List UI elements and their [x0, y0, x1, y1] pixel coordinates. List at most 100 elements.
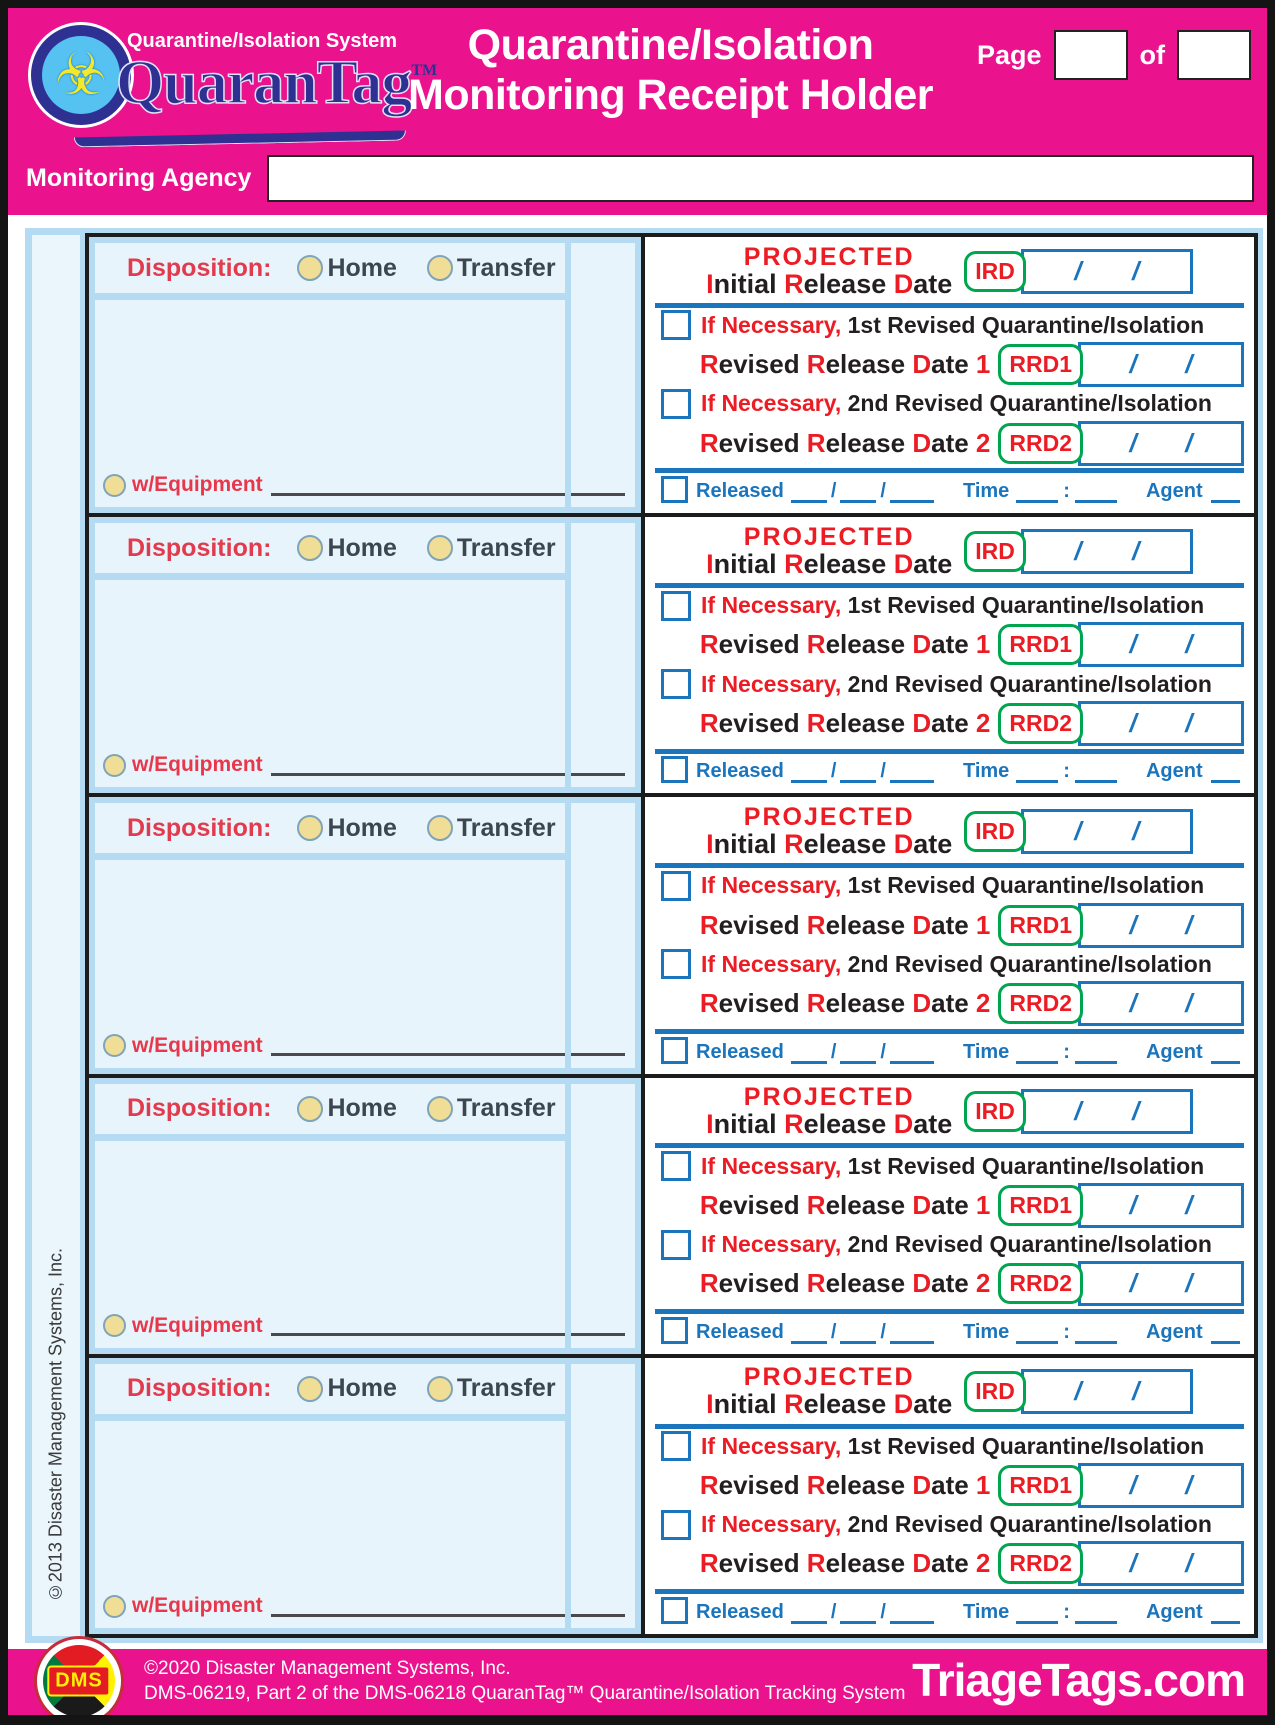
rrd1-date-field[interactable]: / / — [1078, 902, 1244, 948]
revision-2-checkbox[interactable] — [661, 1509, 691, 1540]
released-year-line[interactable] — [889, 1041, 934, 1064]
home-radio[interactable] — [297, 1375, 324, 1402]
revision-1-checkbox[interactable] — [661, 1151, 691, 1182]
ird-date-field[interactable]: / / — [1020, 528, 1193, 574]
ird-date-field[interactable]: / / — [1020, 1089, 1193, 1135]
released-month-line[interactable] — [790, 760, 827, 784]
time-hour-line[interactable] — [1016, 1041, 1059, 1064]
revision-1-checkbox[interactable] — [661, 310, 691, 341]
monitoring-agency-field[interactable] — [267, 155, 1254, 202]
ird-date-field[interactable]: / / — [1020, 248, 1193, 294]
revised-release-date-1-label: Revised Release Date 1 — [699, 349, 991, 380]
released-year-line[interactable] — [889, 480, 934, 504]
revised-date-1-row: Revised Release Date 1 RRD1 / / — [653, 1182, 1246, 1228]
rrd2-date-field[interactable]: / / — [1078, 981, 1244, 1027]
released-year-line[interactable] — [889, 1321, 934, 1344]
website-link[interactable]: TriageTags.com — [912, 1654, 1246, 1706]
time-minute-line[interactable] — [1074, 1321, 1117, 1344]
receipt-section: Disposition: Home Transfer w/Equipment — [89, 1353, 1254, 1635]
released-day-line[interactable] — [840, 1041, 877, 1064]
agent-write-line[interactable] — [1210, 480, 1240, 504]
released-checkbox[interactable] — [661, 1596, 688, 1624]
revision-1-checkbox[interactable] — [661, 590, 691, 621]
transfer-radio[interactable] — [426, 1375, 453, 1402]
w-equipment-radio[interactable] — [103, 1594, 126, 1618]
agent-write-line[interactable] — [1210, 1601, 1240, 1624]
equipment-write-line[interactable] — [270, 1596, 625, 1617]
notes-area[interactable] — [95, 580, 635, 753]
page-total-field[interactable] — [1177, 30, 1251, 80]
home-radio[interactable] — [297, 815, 324, 842]
notes-area[interactable] — [95, 1421, 635, 1594]
agent-write-line[interactable] — [1210, 760, 1240, 784]
released-month-line[interactable] — [790, 1601, 827, 1624]
released-month-line[interactable] — [790, 480, 827, 504]
rrd1-date-field[interactable]: / / — [1078, 342, 1244, 388]
equipment-write-line[interactable] — [270, 475, 625, 496]
home-radio[interactable] — [297, 255, 324, 281]
time-minute-line[interactable] — [1074, 1041, 1117, 1064]
transfer-radio[interactable] — [426, 535, 453, 562]
notes-area[interactable] — [95, 860, 635, 1033]
released-row: Released / / Time : Agent — [653, 476, 1246, 507]
released-month-line[interactable] — [790, 1041, 827, 1064]
released-day-line[interactable] — [840, 480, 877, 504]
released-day-line[interactable] — [840, 760, 877, 784]
time-minute-line[interactable] — [1074, 760, 1117, 784]
rrd2-date-field[interactable]: / / — [1078, 1541, 1244, 1587]
time-hour-line[interactable] — [1016, 1321, 1059, 1344]
time-minute-line[interactable] — [1074, 480, 1117, 504]
revision-2-checkbox[interactable] — [661, 388, 691, 419]
rrd2-date-field[interactable]: / / — [1078, 1261, 1244, 1307]
equipment-write-line[interactable] — [270, 755, 625, 776]
ird-date-field[interactable]: / / — [1020, 808, 1193, 854]
transfer-radio[interactable] — [426, 815, 453, 842]
time-hour-line[interactable] — [1016, 760, 1059, 784]
released-month-line[interactable] — [790, 1321, 827, 1344]
w-equipment-radio[interactable] — [103, 1034, 126, 1058]
ird-date-field[interactable]: / / — [1020, 1369, 1193, 1415]
revision-2-checkbox[interactable] — [661, 949, 691, 980]
rrd1-date-field[interactable]: / / — [1078, 622, 1244, 668]
revision-2-checkbox[interactable] — [661, 669, 691, 700]
released-year-line[interactable] — [889, 1601, 934, 1624]
date-slash: / — [830, 480, 837, 503]
w-equipment-radio[interactable] — [103, 1314, 126, 1338]
transfer-radio[interactable] — [426, 255, 453, 281]
released-year-line[interactable] — [889, 760, 934, 784]
released-day-line[interactable] — [840, 1601, 877, 1624]
time-hour-line[interactable] — [1016, 480, 1059, 504]
date-slash: / — [1185, 1548, 1193, 1579]
revision-1-checkbox[interactable] — [661, 1431, 691, 1462]
w-equipment-radio[interactable] — [103, 473, 126, 497]
notes-area[interactable] — [95, 1141, 635, 1314]
rrd2-date-field[interactable]: / / — [1078, 700, 1244, 746]
equipment-write-line[interactable] — [270, 1315, 625, 1337]
released-day-line[interactable] — [840, 1321, 877, 1344]
disposition-panel-inner: Disposition: Home Transfer w/Equipment — [95, 1363, 635, 1629]
revision-1-checkbox[interactable] — [661, 870, 691, 901]
released-checkbox[interactable] — [661, 476, 688, 504]
notes-area[interactable] — [95, 300, 635, 473]
released-checkbox[interactable] — [661, 1316, 688, 1344]
equipment-write-line[interactable] — [270, 1035, 625, 1057]
home-radio[interactable] — [297, 535, 324, 562]
w-equipment-radio[interactable] — [103, 753, 126, 777]
agent-write-line[interactable] — [1210, 1321, 1240, 1344]
agent-write-line[interactable] — [1210, 1041, 1240, 1064]
home-radio[interactable] — [297, 1095, 324, 1122]
rrd1-date-field[interactable]: / / — [1078, 1182, 1244, 1228]
time-minute-line[interactable] — [1074, 1601, 1117, 1624]
page-number-field[interactable] — [1053, 30, 1128, 80]
released-checkbox[interactable] — [661, 1036, 688, 1064]
transfer-radio[interactable] — [426, 1095, 453, 1122]
disposition-panel-inner: Disposition: Home Transfer w/Equipment — [95, 243, 635, 508]
transfer-label: Transfer — [456, 1374, 556, 1403]
rrd2-date-field[interactable]: / / — [1078, 420, 1244, 466]
released-checkbox[interactable] — [661, 756, 688, 784]
revision-2-checkbox[interactable] — [661, 1229, 691, 1260]
time-hour-line[interactable] — [1016, 1601, 1059, 1624]
divider-rule — [655, 1309, 1244, 1315]
rrd1-date-field[interactable]: / / — [1078, 1463, 1244, 1509]
